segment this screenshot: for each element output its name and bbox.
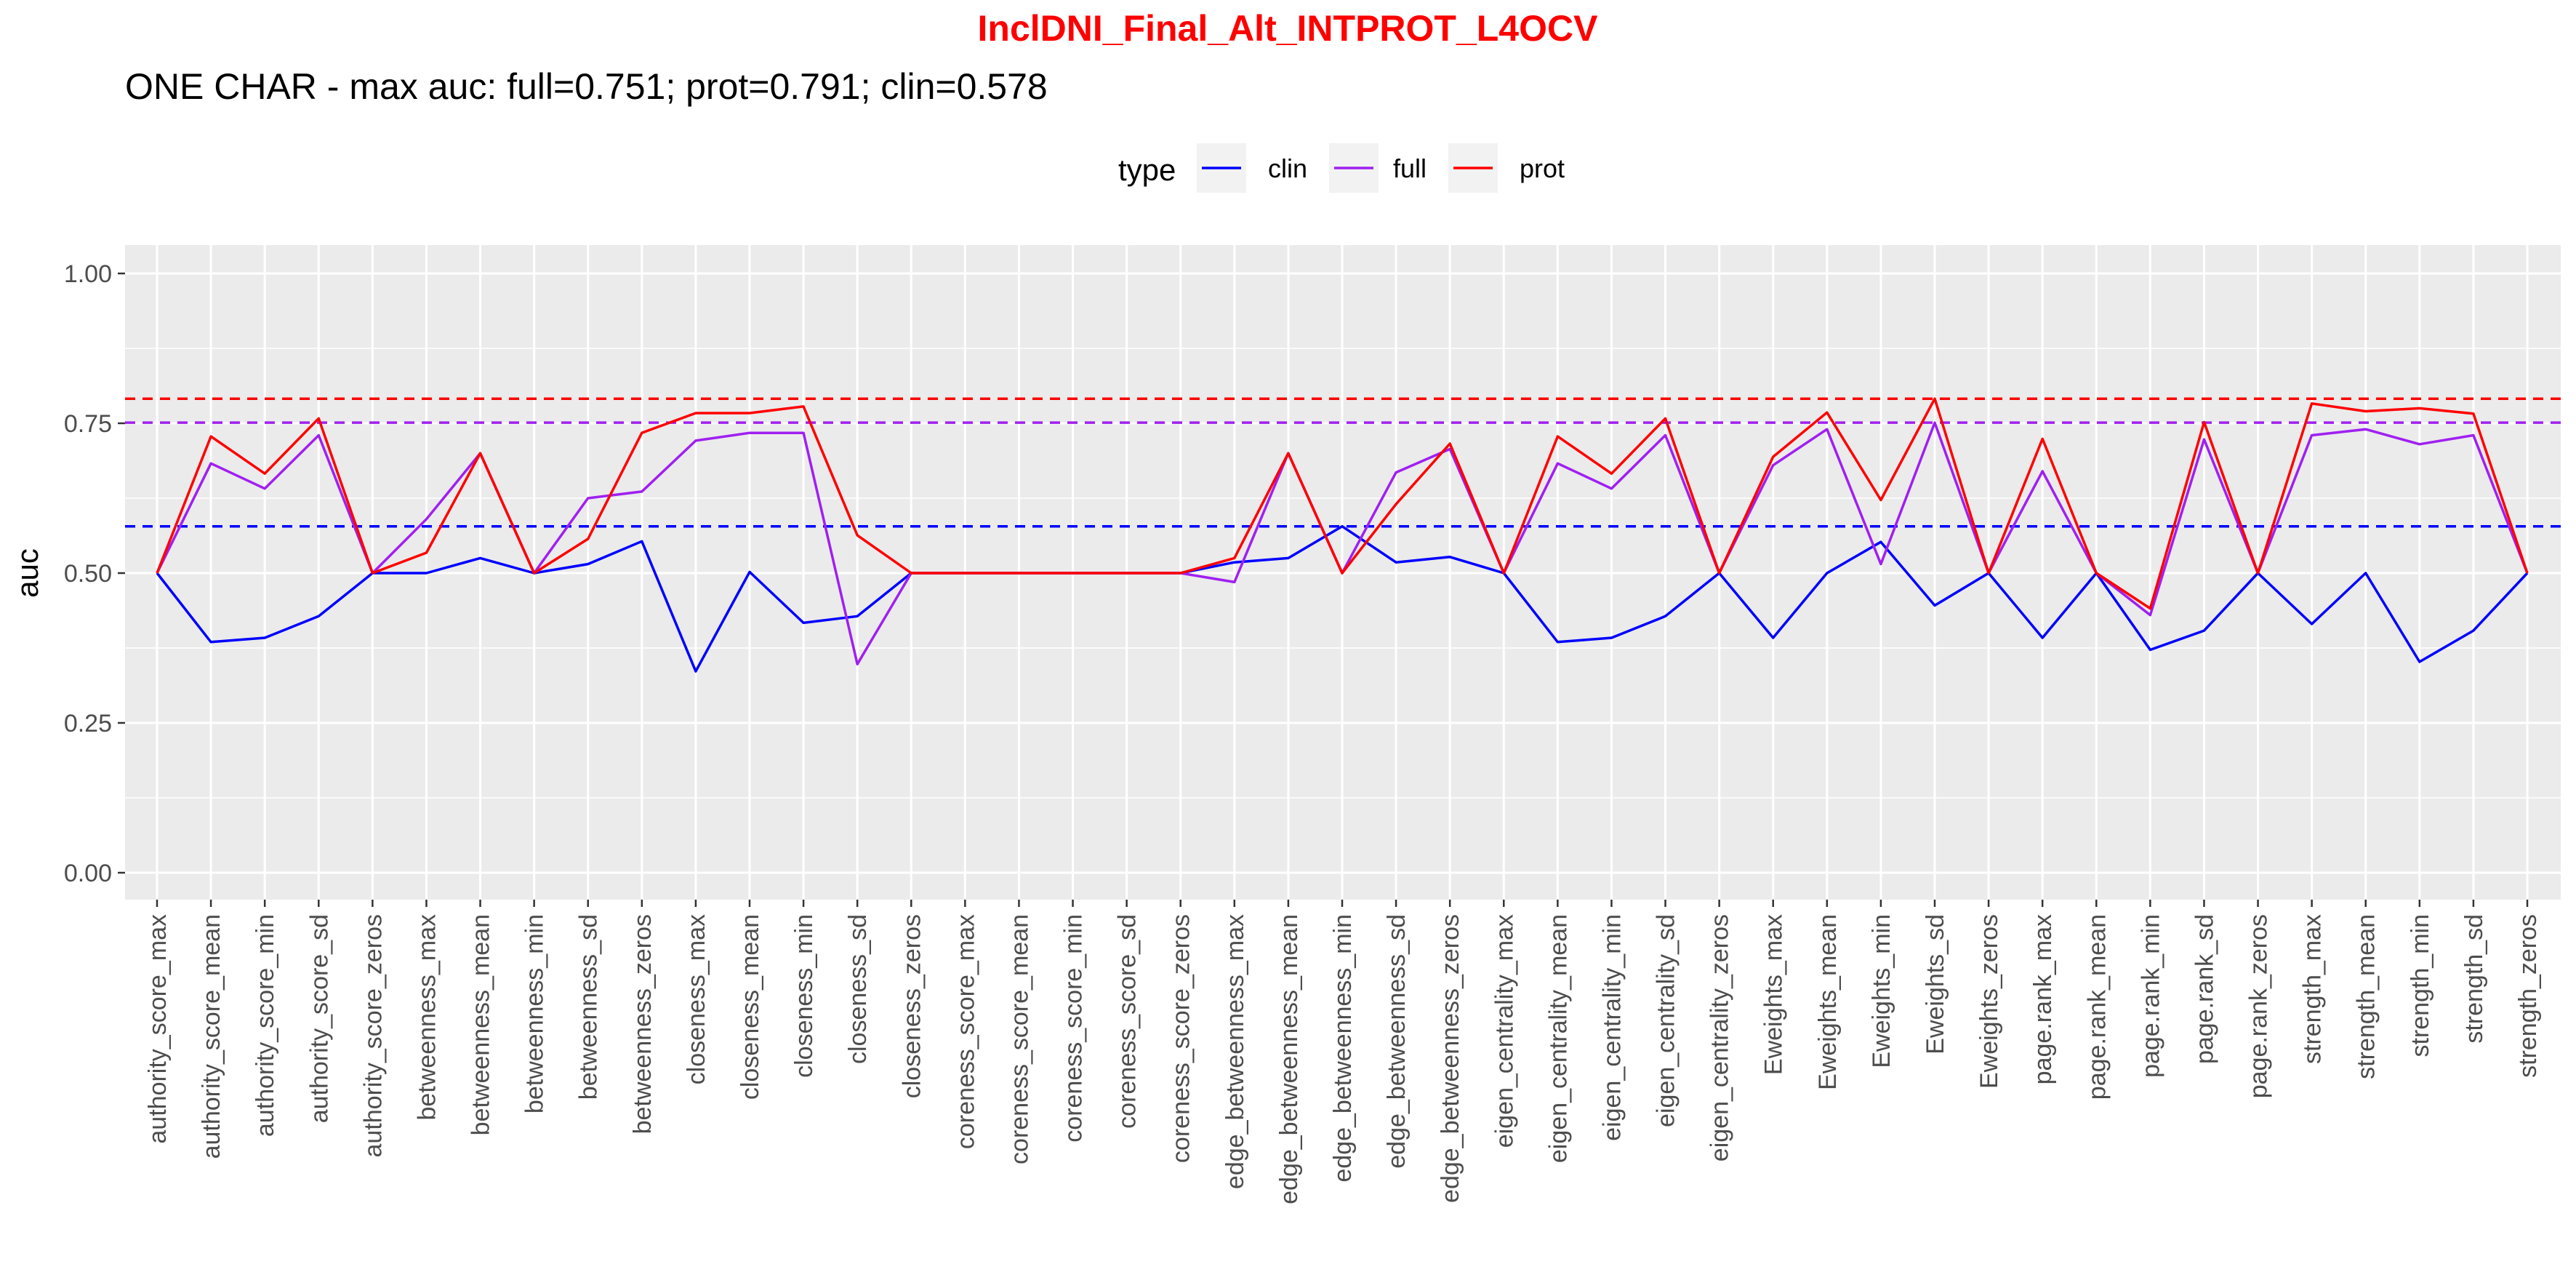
chart-subtitle: ONE CHAR - max auc: full=0.751; prot=0.7… [125,66,1048,107]
x-tick-label: closeness_min [790,914,818,1078]
x-tick-label: strength_zeros [2514,914,2542,1078]
x-tick-label: Eweights_mean [1814,914,1842,1090]
legend: type clin full prot [1118,143,1565,193]
y-tick-label: 0.25 [64,710,112,737]
plot-panel [125,245,2561,900]
series-line-clin [156,524,2529,673]
x-tick-label: page.rank_max [2029,914,2057,1084]
x-tick-label: page.rank_mean [2083,914,2111,1100]
x-tick-label: Eweights_zeros [1975,914,2003,1089]
x-tick-label: coreness_score_mean [1006,914,1034,1164]
x-tick-label: Eweights_min [1868,914,1895,1068]
x-tick-label: strength_max [2299,914,2327,1064]
x-tick-label: betweenness_min [521,914,549,1113]
x-axis: authority_score_max authority_score_mean a… [144,900,2542,1204]
x-tick-label: betweenness_sd [575,914,603,1100]
x-tick-label: authority_score_mean [198,914,225,1159]
legend-label-prot: prot [1520,153,1565,183]
x-tick-label: page.rank_sd [2191,914,2219,1064]
x-tick-label: coreness_score_min [1060,914,1088,1143]
y-tick-label: 0.00 [64,860,112,887]
x-tick-label: eigen_centrality_sd [1653,914,1680,1127]
x-tick-label: eigen_centrality_max [1490,914,1518,1148]
x-tick-label: page.rank_min [2137,914,2164,1078]
x-tick-label: coreness_score_zeros [1168,914,1195,1163]
x-tick-label: closeness_max [683,914,710,1084]
x-tick-label: edge_betweenness_sd [1383,914,1411,1169]
x-tick-label: edge_betweenness_min [1329,914,1357,1183]
x-tick-label: authority_score_min [252,914,279,1137]
x-tick-label: closeness_sd [844,914,872,1064]
y-tick-label: 0.50 [64,560,112,588]
x-tick-label: eigen_centrality_zeros [1706,914,1734,1161]
x-tick-label: betweenness_mean [468,914,495,1135]
x-tick-label: betweenness_max [414,914,441,1121]
x-tick-label: coreness_score_max [952,914,979,1149]
series-line-prot [156,397,2529,610]
x-tick-label: authority_score_zeros [359,914,387,1158]
x-tick-label: edge_betweenness_mean [1275,914,1303,1204]
x-tick-label: edge_betweenness_max [1221,914,1249,1189]
x-tick-label: strength_min [2407,914,2434,1057]
x-tick-label: eigen_centrality_min [1599,914,1626,1141]
y-axis-title: auc [10,548,44,598]
legend-label-clin: clin [1268,153,1307,183]
x-tick-label: page.rank_zeros [2245,914,2273,1098]
x-tick-label: authority_score_max [144,914,172,1144]
y-tick-label: 1.00 [64,260,112,288]
x-tick-label: betweenness_zeros [629,914,657,1134]
legend-label-full: full [1393,153,1427,183]
x-tick-label: eigen_centrality_mean [1544,914,1572,1163]
x-tick-label: strength_sd [2460,914,2488,1044]
x-tick-label: closeness_mean [737,914,764,1100]
x-tick-label: strength_mean [2353,914,2380,1079]
y-tick-label: 0.75 [64,410,112,438]
x-tick-label: authority_score_sd [305,914,333,1123]
chart-title: InclDNI_Final_Alt_INTPROT_L4OCV [978,8,1599,49]
x-tick-label: edge_betweenness_zeros [1437,914,1464,1203]
x-tick-label: coreness_score_sd [1114,914,1141,1129]
x-tick-label: closeness_zeros [898,914,926,1098]
y-axis: 0.00 0.25 0.50 0.75 1.00 [64,260,125,887]
x-tick-label: Eweights_sd [1922,914,1949,1055]
x-tick-label: Eweights_max [1760,914,1788,1075]
legend-title: type [1118,153,1176,187]
